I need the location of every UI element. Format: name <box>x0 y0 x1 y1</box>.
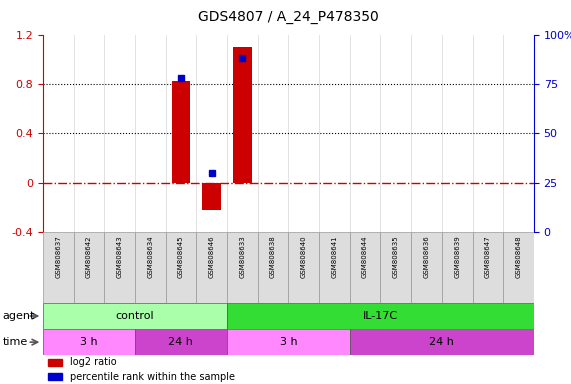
Text: GSM808647: GSM808647 <box>485 235 491 278</box>
Text: 3 h: 3 h <box>80 337 98 347</box>
Text: GSM808648: GSM808648 <box>516 235 521 278</box>
Bar <box>473 232 503 303</box>
Bar <box>442 232 473 303</box>
Bar <box>43 232 74 303</box>
Text: GSM808641: GSM808641 <box>331 235 337 278</box>
Bar <box>411 232 442 303</box>
Bar <box>349 329 534 355</box>
Bar <box>233 47 251 183</box>
Bar <box>349 232 380 303</box>
Bar <box>196 232 227 303</box>
Bar <box>319 232 349 303</box>
Text: GSM808646: GSM808646 <box>208 235 215 278</box>
Bar <box>172 81 190 183</box>
Bar <box>48 359 62 366</box>
Text: 24 h: 24 h <box>168 337 194 347</box>
Bar <box>43 329 135 355</box>
Text: IL-17C: IL-17C <box>363 311 398 321</box>
Text: 3 h: 3 h <box>280 337 297 347</box>
Text: GSM808642: GSM808642 <box>86 235 92 278</box>
Bar <box>135 329 227 355</box>
Bar <box>104 232 135 303</box>
Text: GSM808639: GSM808639 <box>454 235 460 278</box>
Text: GSM808643: GSM808643 <box>116 235 123 278</box>
Bar <box>380 232 411 303</box>
Bar <box>258 232 288 303</box>
Bar <box>74 232 104 303</box>
Text: GSM808635: GSM808635 <box>393 235 399 278</box>
Text: GSM808633: GSM808633 <box>239 235 246 278</box>
Bar <box>503 232 534 303</box>
Text: GSM808637: GSM808637 <box>55 235 61 278</box>
Text: time: time <box>3 337 28 347</box>
Text: agent: agent <box>3 311 35 321</box>
Text: control: control <box>115 311 154 321</box>
Text: log2 ratio: log2 ratio <box>70 358 116 367</box>
Bar <box>227 329 349 355</box>
Bar <box>227 303 534 329</box>
Bar <box>135 232 166 303</box>
Text: GSM808634: GSM808634 <box>147 235 153 278</box>
Text: GSM808638: GSM808638 <box>270 235 276 278</box>
Text: percentile rank within the sample: percentile rank within the sample <box>70 372 235 382</box>
Bar <box>202 183 221 210</box>
Text: GSM808636: GSM808636 <box>424 235 429 278</box>
Bar <box>48 373 62 380</box>
Text: GDS4807 / A_24_P478350: GDS4807 / A_24_P478350 <box>198 10 379 24</box>
Text: GSM808645: GSM808645 <box>178 235 184 278</box>
Bar <box>43 303 227 329</box>
Text: 24 h: 24 h <box>429 337 455 347</box>
Text: GSM808644: GSM808644 <box>362 235 368 278</box>
Bar <box>227 232 258 303</box>
Bar <box>166 232 196 303</box>
Text: GSM808640: GSM808640 <box>301 235 307 278</box>
Bar <box>288 232 319 303</box>
